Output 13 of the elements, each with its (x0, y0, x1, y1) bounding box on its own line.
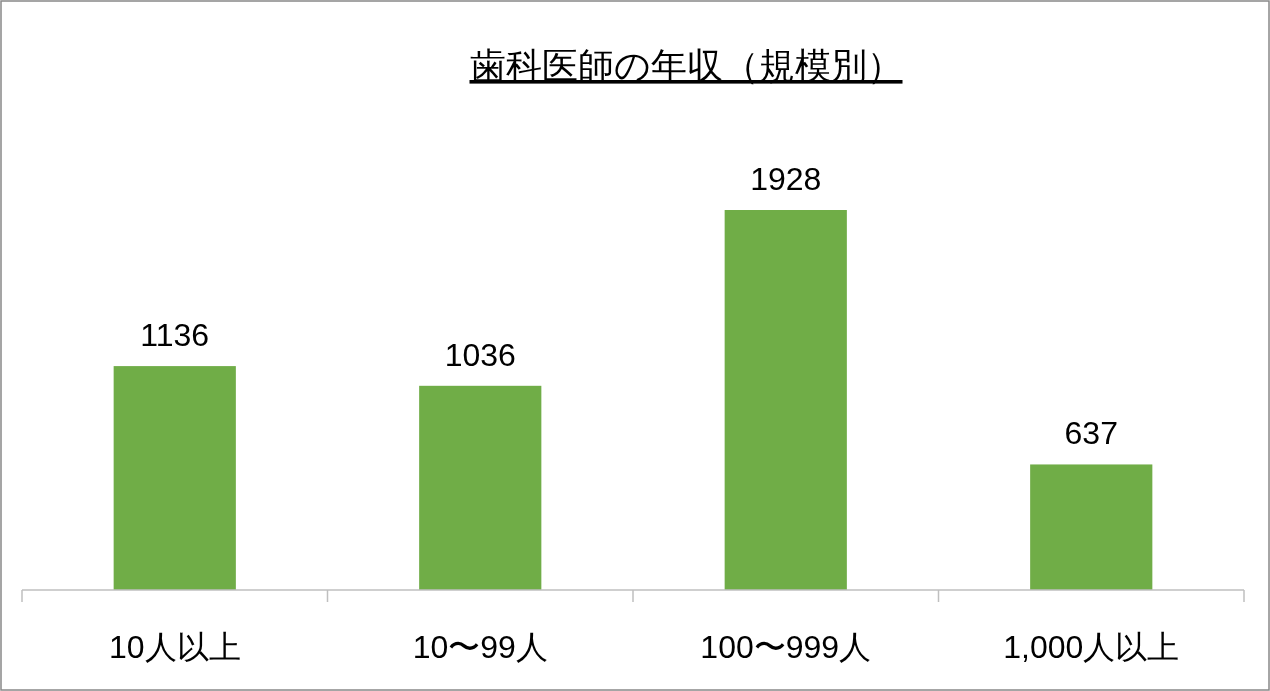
bar (724, 210, 847, 590)
data-label: 637 (1064, 415, 1118, 452)
bar (419, 385, 542, 590)
chart-title: 歯科医師の年収（規模別） (469, 45, 903, 86)
data-label: 1036 (444, 336, 516, 373)
x-tick-label: 10〜99人 (412, 629, 548, 665)
data-label: 1928 (750, 161, 822, 197)
bar (1030, 464, 1153, 590)
x-tick-label: 1,000人以上 (1003, 629, 1180, 665)
x-tick-label: 100〜999人 (700, 629, 872, 665)
data-label: 1136 (140, 317, 210, 354)
bar (113, 366, 236, 590)
x-tick-label: 10人以上 (108, 629, 241, 665)
